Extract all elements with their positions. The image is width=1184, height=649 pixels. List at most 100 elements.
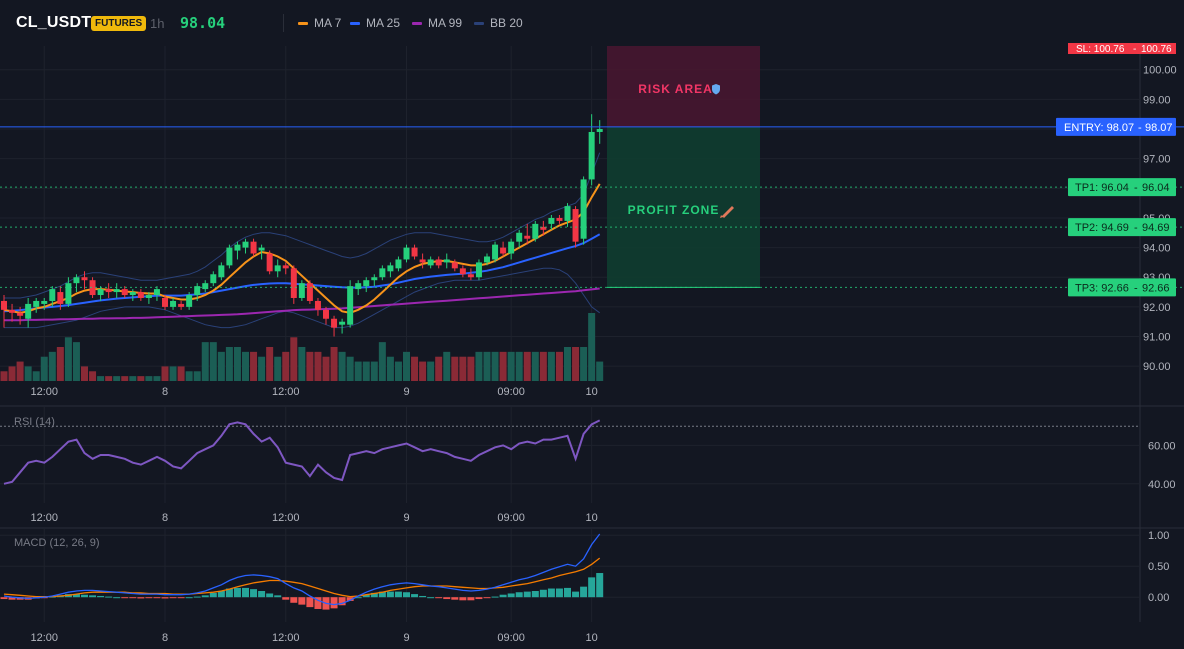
macd-histogram-bar: [459, 597, 467, 601]
candle-body: [500, 247, 507, 254]
volume-bar: [507, 351, 515, 381]
candle-body: [379, 268, 386, 278]
legend-ma99[interactable]: MA 99: [412, 16, 462, 30]
legend-ma25[interactable]: MA 25: [350, 16, 400, 30]
candle-body: [242, 241, 249, 248]
bb20-swatch: [474, 21, 484, 25]
macd-histogram-bar: [274, 595, 282, 598]
volume-bar: [250, 351, 258, 381]
macd-histogram-bar: [217, 591, 225, 598]
profit-zone: [607, 126, 760, 288]
volume-bar: [403, 351, 410, 381]
legend-ma7[interactable]: MA 7: [298, 16, 341, 30]
candle-body: [524, 235, 531, 239]
candle-body: [89, 280, 96, 296]
candle-body: [121, 289, 128, 296]
volume-bar: [161, 366, 169, 381]
volume-bar: [322, 356, 330, 381]
macd-histogram-bar: [129, 597, 137, 599]
volume-bar: [306, 351, 314, 381]
volume-bar: [330, 347, 338, 381]
volume-bar: [193, 371, 201, 381]
candle-body: [395, 259, 402, 269]
candle-body: [532, 223, 539, 239]
volume-bar: [451, 356, 459, 381]
ma99-swatch: [412, 21, 422, 25]
rsi-tick-label: 60.00: [1148, 440, 1176, 452]
macd-tick-label: 0.00: [1148, 592, 1169, 604]
candle-body: [451, 262, 458, 269]
candle-body: [105, 289, 112, 293]
macd-histogram-bar: [137, 597, 145, 599]
candle-body: [97, 289, 104, 296]
candle-body: [17, 312, 24, 316]
price-tick-label: 99.00: [1143, 94, 1171, 106]
macd-histogram-bar: [338, 597, 346, 606]
volume-bar: [386, 356, 394, 381]
rsi-tick-label: 40.00: [1148, 479, 1176, 491]
volume-bar: [266, 347, 274, 381]
legend-bb20[interactable]: BB 20: [474, 16, 523, 30]
last-price: 98.04: [180, 14, 226, 32]
legend-ma7-label: MA 7: [314, 16, 342, 30]
volume-bar: [467, 356, 475, 381]
interval-label[interactable]: 1h: [150, 16, 165, 31]
candle-body: [331, 318, 338, 328]
candle-body: [411, 247, 418, 257]
time-axis-label: 12:00: [272, 386, 300, 398]
time-axis-label: 12:00: [30, 386, 58, 398]
price-tick-label: 100.00: [1143, 65, 1177, 77]
macd-histogram-bar: [121, 597, 129, 599]
take-profit-dash: -: [1134, 182, 1138, 194]
macd-histogram-bar: [298, 597, 306, 605]
candle-body: [266, 253, 273, 272]
time-axis-label: 12:00: [30, 512, 58, 524]
volume-bar: [8, 366, 16, 381]
volume-bar: [242, 351, 249, 381]
header-divider: [283, 14, 284, 32]
macd-histogram-bar: [201, 595, 209, 598]
price-tick-label: 90.00: [1143, 361, 1171, 373]
candle-body: [580, 179, 587, 239]
macd-histogram-bar: [290, 597, 298, 603]
macd-histogram-bar: [564, 587, 571, 598]
volume-bar: [177, 366, 185, 381]
volume-bar: [185, 371, 193, 381]
volume-bar: [24, 366, 32, 381]
candle-body: [274, 265, 281, 272]
bollinger-lower-line: [4, 267, 600, 329]
volume-bar: [346, 356, 354, 381]
candle-body: [403, 247, 410, 260]
macd-histogram-bar: [97, 595, 105, 598]
volume-bar: [32, 371, 40, 381]
symbol-name[interactable]: CL_USDT: [16, 14, 92, 31]
volume-bar: [169, 366, 177, 381]
volume-bar: [539, 351, 547, 381]
macd-tick-label: 1.00: [1148, 530, 1169, 542]
candle-body: [202, 283, 209, 290]
candle-body: [65, 283, 72, 304]
volume-bar: [354, 361, 362, 381]
macd-histogram-bar: [169, 597, 177, 599]
volume-bar: [290, 337, 298, 381]
price-tick-label: 97.00: [1143, 154, 1171, 166]
macd-histogram-bar: [435, 597, 443, 599]
volume-bar: [64, 337, 72, 381]
candle-body: [186, 295, 193, 307]
candle-body: [492, 244, 499, 260]
macd-histogram-bar: [596, 573, 604, 598]
candle-body: [323, 309, 329, 319]
volume-bar: [121, 376, 129, 381]
candle-body: [347, 286, 354, 325]
stop-loss-label-box: [1068, 43, 1176, 54]
ma25-swatch: [350, 21, 360, 25]
macd-histogram-bar: [394, 591, 402, 598]
ma99-line: [4, 287, 600, 322]
macd-histogram-bar: [378, 591, 386, 598]
volume-bar: [105, 376, 113, 381]
volume-bar: [427, 361, 435, 381]
volume-bar: [475, 351, 483, 381]
time-axis-label: 09:00: [497, 386, 525, 398]
